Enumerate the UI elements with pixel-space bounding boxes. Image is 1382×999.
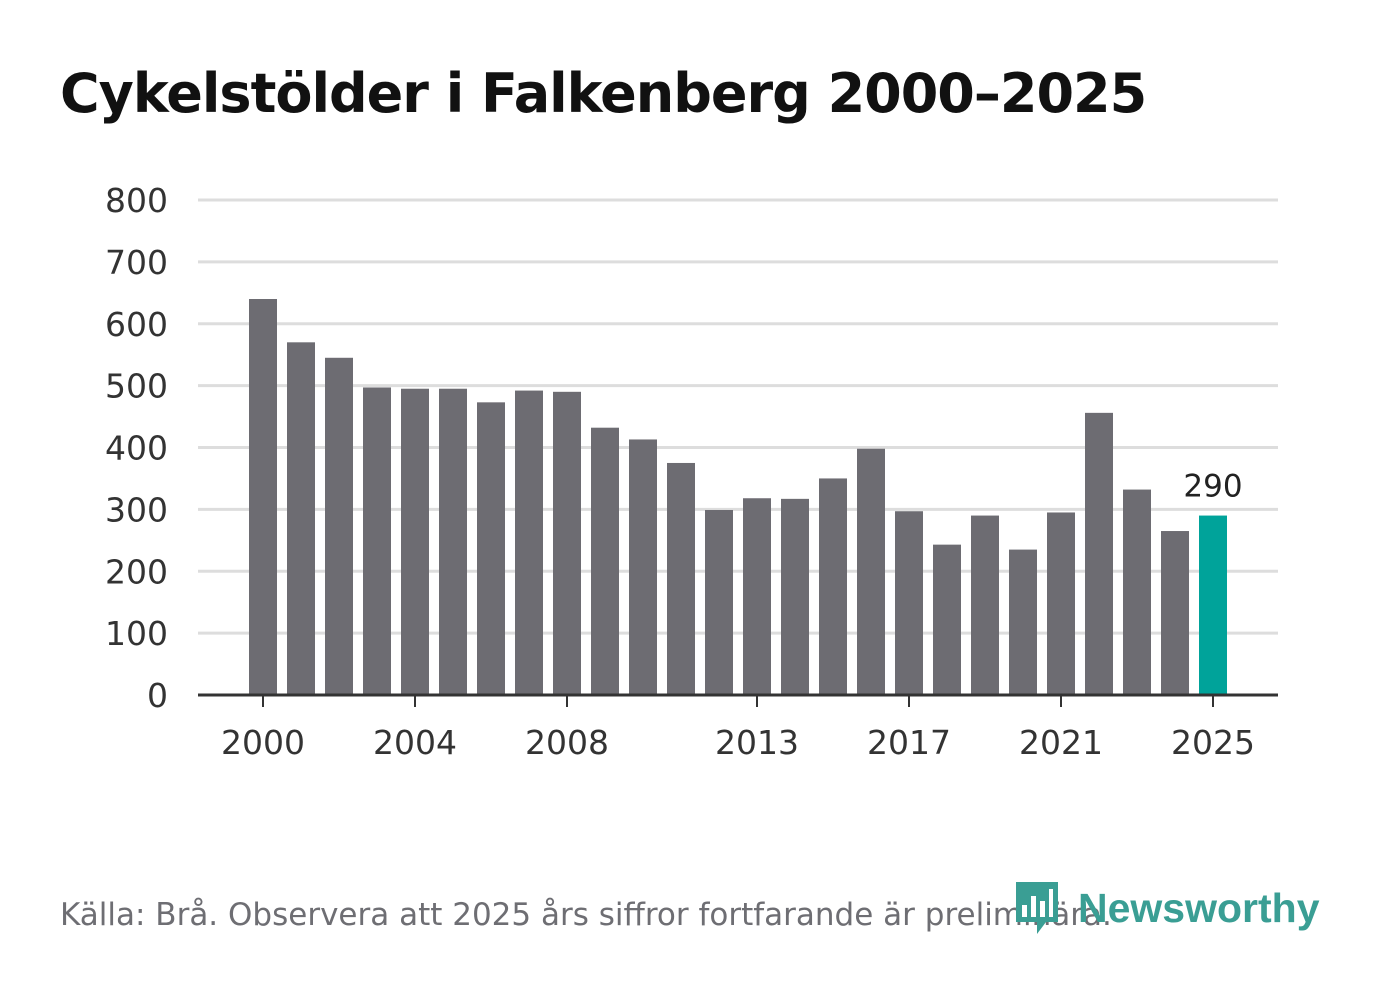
y-tick-label: 100 [105,614,168,653]
y-tick-label: 500 [105,367,168,406]
data-label: 290 [1183,469,1242,505]
x-tick-label: 2000 [221,723,305,762]
x-tick-label: 2004 [373,723,457,762]
bar [477,402,505,695]
bar [705,509,733,695]
bar [781,498,809,695]
bar [895,511,923,695]
bar [439,388,467,695]
y-tick-label: 700 [105,243,168,282]
chart-title: Cykelstölder i Falkenberg 2000–2025 [60,62,1147,125]
x-tick-label: 2021 [1019,723,1103,762]
bar [1047,512,1075,695]
x-tick-label: 2008 [525,723,609,762]
x-axis: 2000 2004 2008 2013 2017 2021 2025 [198,693,1278,762]
y-tick-label: 400 [105,429,168,468]
bar [857,448,885,695]
y-tick-label: 0 [147,676,168,715]
source-note: Källa: Brå. Observera att 2025 års siffr… [60,897,1112,933]
x-tick-label: 2017 [867,723,951,762]
bar [515,390,543,695]
bar [1161,531,1189,695]
brand-logo: Newsworthy [1012,878,1320,938]
bar [287,342,315,695]
bar [401,388,429,695]
bar [971,515,999,695]
bar [743,498,771,695]
bar [1085,412,1113,695]
bar [1009,549,1037,695]
x-tick-label: 2025 [1171,723,1255,762]
y-tick-label: 600 [105,305,168,344]
x-tick-label: 2013 [715,723,799,762]
newsworthy-logo-icon [1016,882,1058,934]
bar [553,391,581,695]
brand-name: Newsworthy [1078,884,1320,931]
y-tick-label: 800 [105,181,168,220]
bar-highlight [1199,515,1227,695]
y-tick-label: 300 [105,490,168,529]
bar [325,357,353,695]
y-tick-label: 200 [105,552,168,591]
gridlines [198,198,1278,635]
bar [629,439,657,695]
bar [1123,489,1151,695]
annotations: 290 [1183,469,1242,505]
bars [249,299,1227,695]
bar [363,387,391,695]
bar [249,299,277,695]
bar [933,544,961,695]
bar [819,478,847,695]
bar [667,462,695,695]
bar [591,427,619,695]
y-axis-labels: 0 100 200 300 400 500 600 700 800 [105,181,168,715]
